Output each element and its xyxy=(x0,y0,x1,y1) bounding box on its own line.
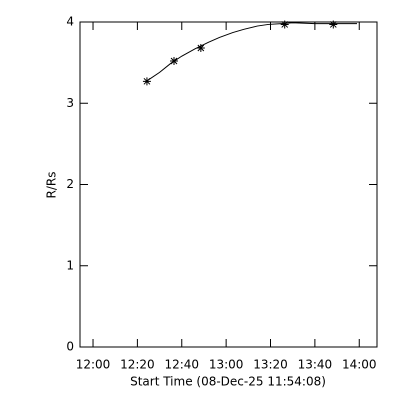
x-tick-label: 13:20 xyxy=(253,358,288,372)
x-tick-label: 12:00 xyxy=(76,358,111,372)
y-tick-label: 1 xyxy=(66,258,74,272)
data-point xyxy=(280,20,289,29)
x-tick-label: 14:00 xyxy=(342,358,377,372)
x-tick-label: 12:40 xyxy=(164,358,199,372)
data-point xyxy=(329,20,338,29)
x-tick-label: 13:40 xyxy=(298,358,333,372)
x-tick-label: 12:20 xyxy=(120,358,155,372)
y-tick-label: 4 xyxy=(66,15,74,29)
x-axis-label: Start Time (08-Dec-25 11:54:08) xyxy=(130,375,326,389)
data-point xyxy=(170,57,179,65)
y-tick-label: 0 xyxy=(66,340,74,354)
plot-frame xyxy=(79,21,378,348)
data-point xyxy=(196,44,205,52)
fit-line xyxy=(145,22,358,82)
data-point xyxy=(142,77,151,86)
y-tick-label: 2 xyxy=(66,177,74,191)
y-tick-label: 3 xyxy=(66,96,74,110)
y-axis-label: R/Rs xyxy=(45,172,59,199)
x-tick-label: 13:00 xyxy=(209,358,244,372)
